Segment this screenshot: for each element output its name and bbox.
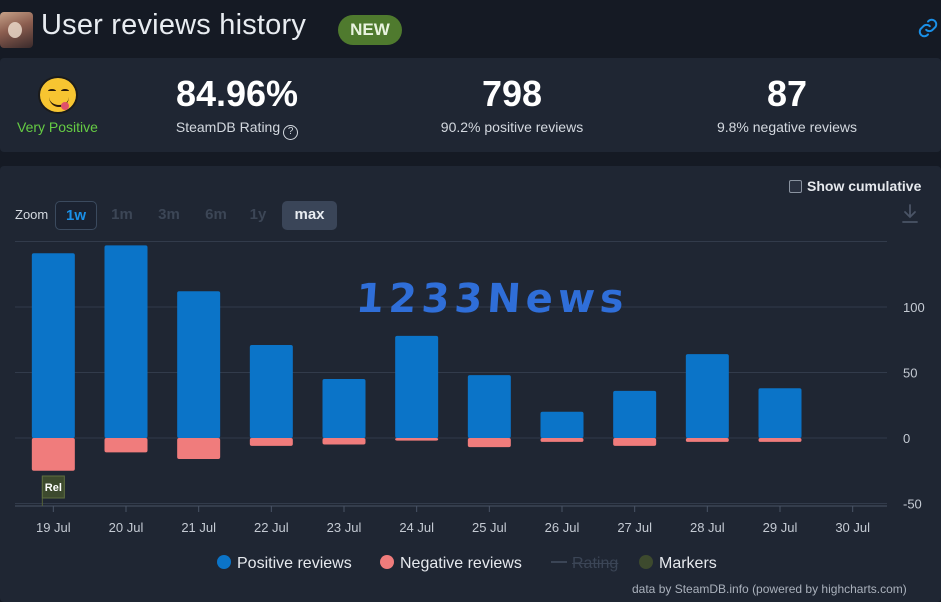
negative-bar[interactable] <box>104 438 148 453</box>
positive-bar[interactable] <box>685 354 729 438</box>
x-tick-label: 29 Jul <box>763 520 798 535</box>
legend-markers[interactable]: Markers <box>639 555 717 575</box>
positive-bar[interactable] <box>467 375 511 438</box>
x-tick-label: 26 Jul <box>545 520 580 535</box>
smiling-face-icon <box>38 76 78 114</box>
positive-count: 798 <box>481 73 543 114</box>
markers-legend-dot <box>639 555 653 569</box>
steamdb-rating-label: SteamDB Rating? <box>137 119 337 140</box>
x-tick-label: 28 Jul <box>690 520 725 535</box>
negative-legend-dot <box>380 555 394 569</box>
x-tick-label: 30 Jul <box>835 520 870 535</box>
legend-positive[interactable]: Positive reviews <box>217 555 352 575</box>
legend-rating[interactable]: Rating <box>551 555 618 575</box>
new-badge: NEW <box>338 15 402 45</box>
download-icon[interactable] <box>900 203 920 225</box>
show-cumulative-label: Show cumulative <box>807 178 922 194</box>
header: User reviews history NEW <box>0 0 941 58</box>
x-tick-label: 23 Jul <box>327 520 362 535</box>
positive-bar[interactable] <box>249 344 293 438</box>
positive-legend-dot <box>217 555 231 569</box>
x-tick-label: 25 Jul <box>472 520 507 535</box>
x-tick-label: 21 Jul <box>181 520 216 535</box>
negative-bar[interactable] <box>322 438 366 445</box>
x-tick-label: 19 Jul <box>36 520 71 535</box>
positive-bar[interactable] <box>31 253 75 438</box>
show-cumulative-toggle[interactable]: Show cumulative <box>789 178 921 194</box>
negative-bar[interactable] <box>758 438 802 442</box>
help-icon[interactable]: ? <box>283 125 299 140</box>
y-tick-label: 50 <box>903 366 917 381</box>
credits[interactable]: data by SteamDB.info (powered by highcha… <box>632 582 907 596</box>
steamdb-rating-value: 84.96% <box>175 73 299 114</box>
steamdb-rating-label-text: SteamDB Rating <box>175 119 281 135</box>
watermark: 1233News <box>354 276 631 322</box>
game-avatar-icon <box>0 12 33 48</box>
positive-label: 90.2% positive reviews <box>440 119 584 135</box>
x-tick-label: 24 Jul <box>399 520 434 535</box>
x-tick-label: 20 Jul <box>109 520 144 535</box>
positive-bar[interactable] <box>177 291 221 438</box>
negative-count: 87 <box>766 73 808 114</box>
stats-panel <box>0 58 941 152</box>
negative-bar[interactable] <box>395 438 439 441</box>
legend-markers-label: Markers <box>659 555 717 572</box>
negative-bar[interactable] <box>613 438 657 446</box>
negative-bar[interactable] <box>31 438 75 471</box>
negative-bar[interactable] <box>249 438 293 446</box>
positive-bar[interactable] <box>395 335 439 438</box>
release-marker-label: Rel <box>45 482 62 494</box>
y-tick-label: -50 <box>903 497 922 512</box>
zoom-1w-button[interactable]: 1w <box>55 201 97 230</box>
rating-word: Very Positive <box>17 119 98 135</box>
x-tick-label: 27 Jul <box>617 520 652 535</box>
positive-bar[interactable] <box>613 390 657 438</box>
zoom-label: Zoom <box>15 207 49 222</box>
legend-positive-label: Positive reviews <box>237 555 352 572</box>
negative-bar[interactable] <box>467 438 511 448</box>
negative-bar[interactable] <box>540 438 584 442</box>
y-tick-label: 0 <box>903 431 910 446</box>
positive-bar[interactable] <box>758 388 802 438</box>
positive-bar[interactable] <box>322 379 366 438</box>
legend-rating-label: Rating <box>572 555 619 572</box>
negative-label: 9.8% negative reviews <box>716 119 858 135</box>
zoom-6m-button[interactable]: 6m <box>205 206 227 223</box>
negative-bar[interactable] <box>685 438 729 442</box>
zoom-max-button[interactable]: max <box>282 201 337 230</box>
y-tick-label: 100 <box>903 300 925 315</box>
page-title: User reviews history <box>41 9 307 41</box>
link-icon[interactable] <box>917 17 939 39</box>
x-tick-label: 22 Jul <box>254 520 289 535</box>
legend-negative-label: Negative reviews <box>400 555 522 572</box>
legend-negative[interactable]: Negative reviews <box>380 555 522 575</box>
zoom-1m-button[interactable]: 1m <box>111 206 133 223</box>
negative-bar[interactable] <box>177 438 221 459</box>
release-marker[interactable] <box>41 475 65 499</box>
rating-legend-line <box>551 561 567 563</box>
positive-bar[interactable] <box>540 411 584 438</box>
zoom-3m-button[interactable]: 3m <box>158 206 180 223</box>
cumulative-checkbox[interactable] <box>789 180 802 193</box>
zoom-1y-button[interactable]: 1y <box>249 206 267 223</box>
positive-bar[interactable] <box>104 245 148 438</box>
